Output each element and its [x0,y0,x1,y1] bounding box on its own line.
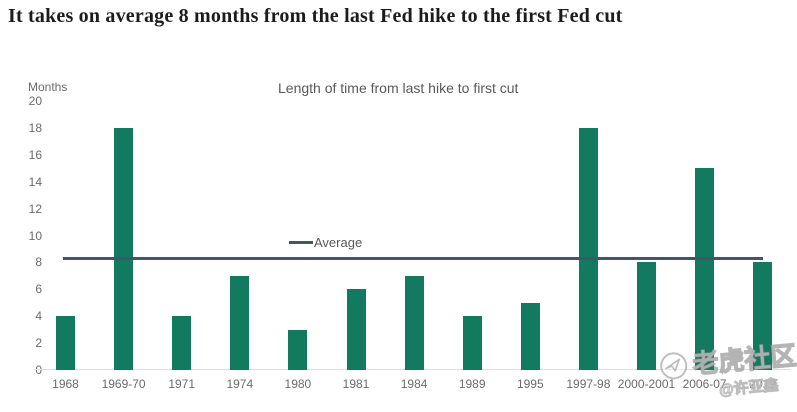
y-tick-label: 20 [28,94,42,108]
y-tick-label: 2 [35,336,42,351]
y-tick-label: 0 [35,363,42,377]
average-line-swatch [289,241,313,244]
bar-1968 [56,316,75,370]
x-tick-label: 1974 [226,377,254,391]
y-tick-label: 16 [28,147,42,162]
x-tick-label: 1984 [400,377,428,391]
y-tick-label: 8 [35,255,42,270]
bar-1997-98 [578,127,598,370]
bar-2000-2001 [637,262,656,370]
x-tick-label: 1971 [168,377,196,391]
bar-1984 [404,275,424,370]
page-title: It takes on average 8 months from the la… [8,5,623,27]
x-tick-label: 2019 [749,377,777,391]
bar-1974 [230,275,250,370]
x-tick-label: 1980 [284,377,312,391]
x-tick-label: 1995 [516,377,544,391]
x-tick-label: 2006-07 [682,377,727,391]
y-tick-label: 4 [35,309,42,324]
y-tick-label: 10 [28,228,42,243]
bar-1995 [520,302,540,370]
bar-1971 [172,316,192,370]
bar-1980 [288,329,308,370]
bar-2019 [753,262,773,370]
y-tick-label: 12 [28,201,42,216]
x-tick-label: 1997-98 [566,377,611,391]
bar-1981 [346,289,366,370]
legend: Average [289,235,362,250]
bar-1969-70 [114,127,134,370]
legend-label: Average [314,235,363,250]
x-tick-label: 2000-2001 [617,377,676,391]
average-line [63,256,763,260]
watermark: 老虎社区 @许亚鑫 [657,340,797,412]
y-tick-label: 14 [28,174,42,189]
x-tick-label: 1969-70 [101,377,146,391]
bar-1989 [462,316,482,370]
x-tick-label: 1981 [342,377,370,391]
y-axis-unit-label: Months [28,80,68,94]
y-tick-label: 6 [35,282,42,297]
y-tick-label: 18 [28,120,42,135]
x-tick-label: 1989 [458,377,486,391]
chart-title: Length of time from last hike to first c… [278,80,519,96]
x-tick-label: 1968 [52,377,79,391]
bar-2006-07 [695,168,715,370]
